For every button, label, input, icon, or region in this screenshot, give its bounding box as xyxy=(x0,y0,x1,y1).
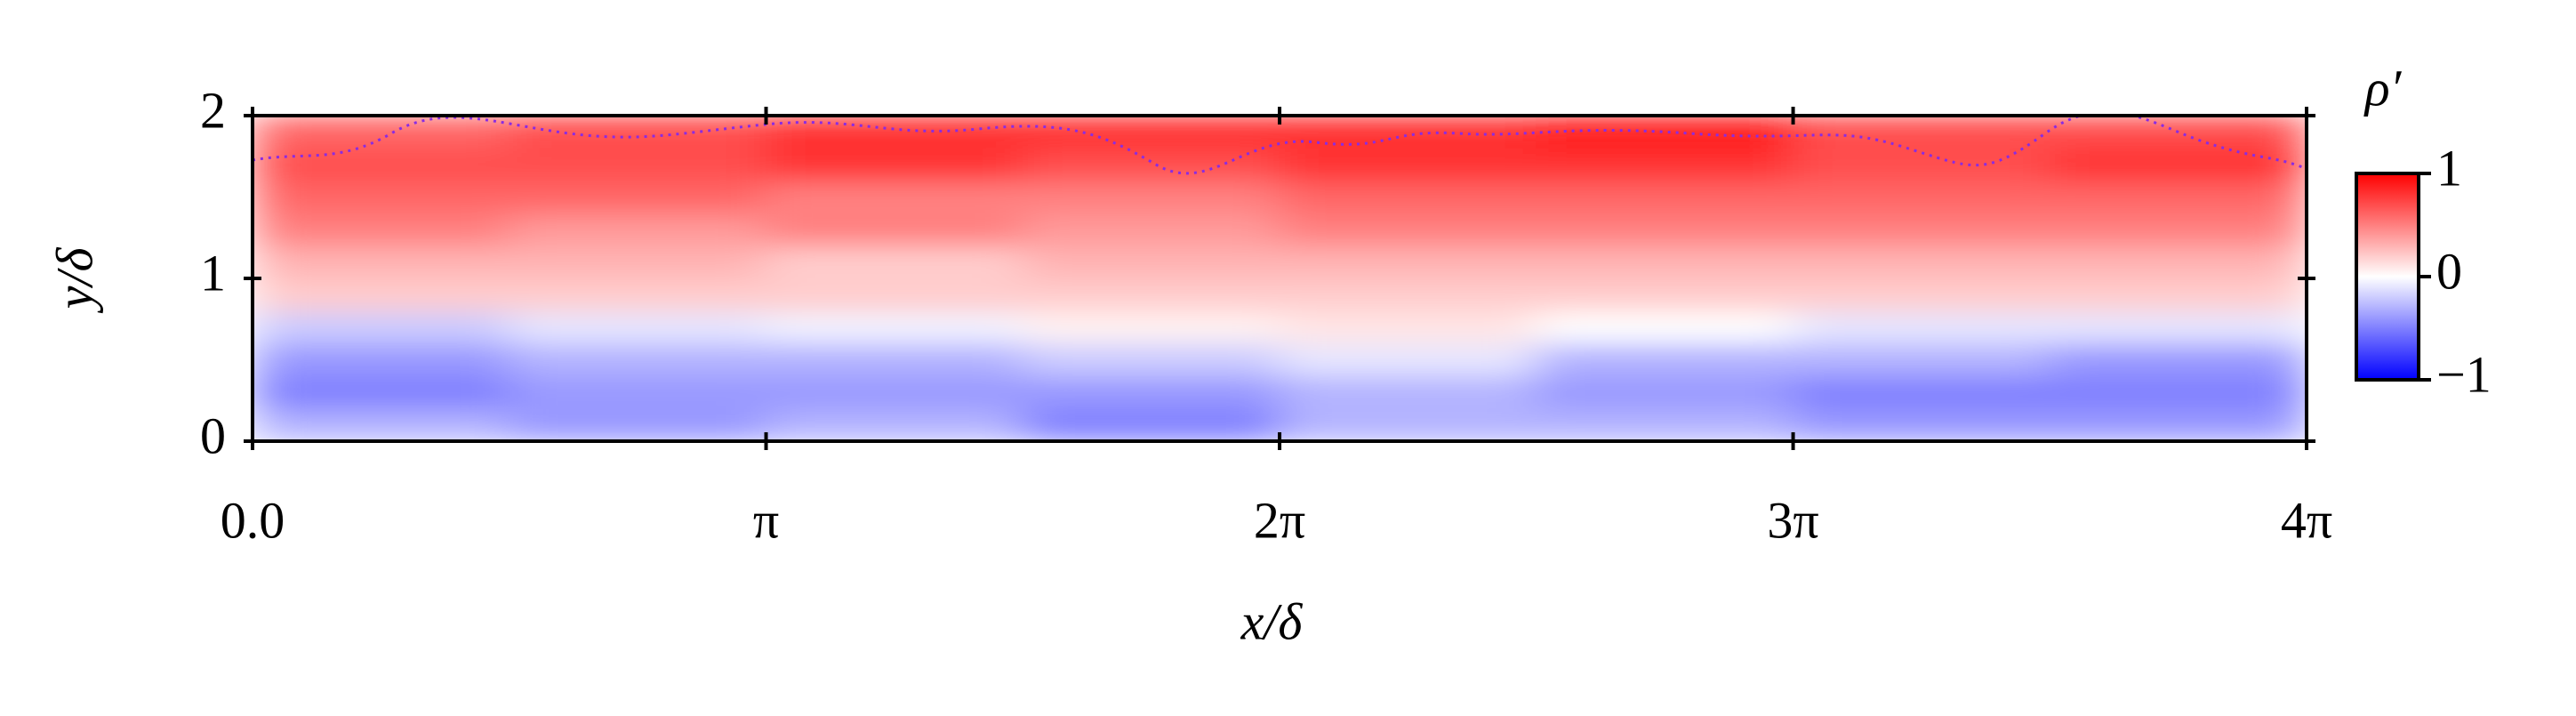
heat-cell xyxy=(1793,278,2050,312)
x-axis-label: x/δ xyxy=(1240,592,1304,650)
heat-cell xyxy=(766,116,1023,149)
heat-cell xyxy=(253,213,510,246)
heat-cell xyxy=(1022,278,1280,312)
heat-cell xyxy=(766,278,1023,312)
y-tick-label: 1 xyxy=(200,244,226,302)
heat-cell xyxy=(253,245,510,279)
heat-cell xyxy=(766,180,1023,214)
heat-cell xyxy=(509,310,766,344)
heat-cell xyxy=(1536,407,1794,441)
heat-cell xyxy=(1279,278,1537,312)
heat-cell xyxy=(1536,148,1794,181)
axes: 0.0 π 2π 3π 4π 0 1 2 −1 0 1 xyxy=(200,81,2492,549)
x-tick-label: 4π xyxy=(2281,491,2332,549)
heat-cell xyxy=(1536,116,1794,149)
heat-cell xyxy=(766,375,1023,409)
heat-cell xyxy=(2049,342,2307,377)
heat-cell xyxy=(1022,213,1280,246)
heat-cell xyxy=(1536,180,1794,214)
heat-cell xyxy=(2049,407,2307,441)
heat-cell xyxy=(1793,116,2050,149)
plot-area xyxy=(253,116,2307,441)
heat-cell xyxy=(1279,180,1537,214)
heat-cell xyxy=(509,375,766,409)
heat-cell xyxy=(1279,245,1537,279)
heat-cell xyxy=(1536,278,1794,312)
heat-cell xyxy=(1279,375,1537,409)
heat-cell xyxy=(1022,245,1280,279)
y-tick-label: 0 xyxy=(200,406,226,464)
heat-cell xyxy=(253,375,510,409)
heat-cell xyxy=(1022,342,1280,377)
heat-cell xyxy=(1022,310,1280,344)
heat-cell xyxy=(766,148,1023,181)
colorbar-label: ρ′ xyxy=(2363,59,2403,117)
heat-cell xyxy=(509,278,766,312)
heat-cell xyxy=(1022,148,1280,181)
heat-cell xyxy=(1793,148,2050,181)
contour-line xyxy=(253,116,2307,175)
y-axis-label: y/δ xyxy=(45,247,103,314)
heat-cell xyxy=(1022,116,1280,149)
heat-cell xyxy=(253,342,510,377)
heat-cell xyxy=(253,278,510,312)
heat-cell xyxy=(509,116,766,149)
heat-cell xyxy=(253,148,510,181)
heat-cell xyxy=(509,245,766,279)
heat-cell xyxy=(766,342,1023,377)
heat-cell xyxy=(1279,148,1537,181)
colorbar-tick-label: 0 xyxy=(2436,242,2462,300)
heat-cell xyxy=(1279,407,1537,441)
heat-cell xyxy=(1536,213,1794,246)
heat-cell xyxy=(2049,180,2307,214)
heat-cell xyxy=(2049,310,2307,344)
heat-cell xyxy=(2049,148,2307,181)
heat-cell xyxy=(1022,180,1280,214)
heat-cell xyxy=(509,407,766,441)
heat-cell xyxy=(1022,375,1280,409)
heat-cell xyxy=(1793,245,2050,279)
heat-cell xyxy=(1536,375,1794,409)
heat-cell xyxy=(509,180,766,214)
y-tick-label: 2 xyxy=(200,81,226,139)
heat-cell xyxy=(1536,310,1794,344)
heat-cell xyxy=(1793,407,2050,441)
heat-cell xyxy=(766,310,1023,344)
heat-cell xyxy=(509,342,766,377)
heat-cell xyxy=(1793,213,2050,246)
heat-cell xyxy=(253,407,510,441)
colorbar xyxy=(2355,172,2420,382)
heat-cell xyxy=(1793,310,2050,344)
x-tick-label: 2π xyxy=(1254,491,1305,549)
heat-cell xyxy=(1279,310,1537,344)
heat-cell xyxy=(766,213,1023,246)
heat-cell xyxy=(1279,213,1537,246)
heat-cell xyxy=(766,407,1023,441)
heat-cell xyxy=(1536,342,1794,377)
x-tick-label: 0.0 xyxy=(221,491,285,549)
heat-cell xyxy=(2049,278,2307,312)
colorbar-tick-label: 1 xyxy=(2436,139,2462,197)
heat-cell xyxy=(253,116,510,149)
heatmap xyxy=(253,116,2307,441)
heat-cell xyxy=(766,245,1023,279)
heat-cell xyxy=(2049,245,2307,279)
heat-cell xyxy=(253,310,510,344)
heat-cell xyxy=(1536,245,1794,279)
heat-cell xyxy=(253,180,510,214)
heat-cell xyxy=(1022,407,1280,441)
colorbar-tick-label: −1 xyxy=(2436,345,2492,403)
heat-cell xyxy=(2049,375,2307,409)
heat-cell xyxy=(1793,180,2050,214)
heat-cell xyxy=(1279,342,1537,377)
x-tick-label: π xyxy=(753,491,779,549)
heat-cell xyxy=(2049,213,2307,246)
heat-cell xyxy=(509,213,766,246)
heat-cell xyxy=(1279,116,1537,149)
heat-cell xyxy=(509,148,766,181)
x-tick-label: 3π xyxy=(1767,491,1818,549)
heat-cell xyxy=(1793,342,2050,377)
heat-cell xyxy=(1793,375,2050,409)
